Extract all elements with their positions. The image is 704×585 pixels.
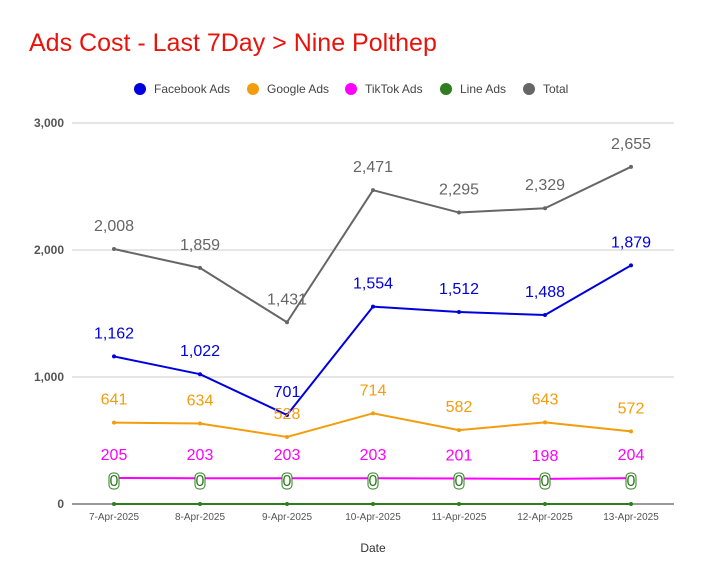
- data-point: [285, 502, 289, 506]
- data-label: 203: [187, 447, 214, 464]
- y-tick-label: 3,000: [34, 116, 64, 130]
- data-label: 0: [541, 473, 550, 490]
- data-point: [112, 354, 116, 359]
- data-point: [198, 372, 202, 377]
- data-point: [457, 428, 461, 433]
- data-point: [285, 412, 289, 417]
- data-label: 714: [360, 382, 387, 399]
- legend-marker: [523, 83, 535, 95]
- data-point: [112, 502, 116, 506]
- data-label-background: [539, 472, 551, 490]
- data-label-background: [194, 472, 206, 490]
- y-tick-label: 0: [57, 497, 64, 511]
- legend-marker: [134, 83, 146, 95]
- legend-label: Line Ads: [460, 82, 506, 96]
- axes: 0 1,000 2,000 3,000 7-Apr-2025 8-Apr-2025 9-Ap…: [34, 116, 659, 555]
- data-point: [629, 263, 633, 268]
- data-point: [112, 420, 116, 425]
- data-label: 0: [627, 473, 636, 490]
- data-point: [198, 421, 202, 426]
- data-label: 2,329: [525, 177, 565, 194]
- data-label: 203: [274, 447, 301, 464]
- x-tick-label: 9-Apr-2025: [262, 512, 312, 523]
- legend: Facebook Ads Google Ads TikTok Ads Line Ads…: [134, 82, 568, 96]
- legend-label: Google Ads: [267, 82, 329, 96]
- data-label: 2,008: [94, 218, 134, 235]
- x-tick-label: 7-Apr-2025: [89, 512, 139, 523]
- data-label: 0: [369, 473, 378, 490]
- data-label: 1,431: [267, 291, 307, 308]
- data-point: [629, 429, 633, 434]
- data-label: 2,471: [353, 159, 393, 176]
- data-label: 572: [618, 400, 645, 417]
- data-point: [371, 502, 375, 506]
- data-label: 205: [101, 447, 128, 464]
- data-point: [112, 246, 116, 251]
- data-label: 528: [274, 406, 301, 423]
- y-tick-label: 1,000: [34, 370, 64, 384]
- data-point: [371, 304, 375, 309]
- data-label: 1,879: [611, 234, 651, 251]
- x-tick-label: 13-Apr-2025: [603, 512, 659, 523]
- data-label: 1,512: [439, 281, 479, 298]
- data-point: [543, 502, 547, 506]
- data-point: [457, 309, 461, 314]
- data-label: 0: [455, 473, 464, 490]
- data-point: [371, 411, 375, 416]
- data-label: 1,162: [94, 325, 134, 342]
- data-point: [371, 188, 375, 193]
- data-label: 2,655: [611, 136, 651, 153]
- data-label-background: [367, 472, 379, 490]
- x-tick-label: 8-Apr-2025: [175, 512, 225, 523]
- data-label: 701: [274, 384, 301, 401]
- data-label: 1,488: [525, 284, 565, 301]
- data-label: 201: [446, 447, 473, 464]
- data-point: [543, 206, 547, 211]
- data-label: 0: [196, 473, 205, 490]
- legend-marker: [345, 83, 357, 95]
- x-axis-title: Date: [360, 541, 386, 555]
- x-tick-label: 11-Apr-2025: [432, 512, 487, 523]
- data-labels: 1,162 1,022 701 1,554 1,512 1,488 1,879 641 634 5…: [94, 136, 651, 490]
- data-label-background: [625, 472, 637, 490]
- x-tick-label: 12-Apr-2025: [517, 512, 573, 523]
- data-label: 203: [360, 447, 387, 464]
- data-point: [457, 502, 461, 506]
- data-point: [543, 420, 547, 425]
- data-label: 204: [618, 447, 645, 464]
- data-label: 0: [110, 473, 119, 490]
- data-label: 582: [446, 399, 473, 416]
- data-label: 1,554: [353, 276, 393, 293]
- data-label: 643: [532, 391, 559, 408]
- data-point: [629, 502, 633, 506]
- y-tick-label: 2,000: [34, 243, 64, 257]
- data-point: [198, 502, 202, 506]
- data-label: 198: [532, 448, 559, 465]
- data-label-background: [281, 472, 293, 490]
- data-point: [629, 164, 633, 169]
- data-point: [198, 265, 202, 270]
- data-label-background: [453, 472, 465, 490]
- legend-marker: [440, 83, 452, 95]
- legend-label: TikTok Ads: [365, 82, 423, 96]
- data-label: 641: [101, 392, 128, 409]
- data-label: 634: [187, 392, 214, 409]
- legend-label: Total: [543, 82, 568, 96]
- series-line-google-ads: [113, 412, 632, 438]
- legend-label: Facebook Ads: [154, 82, 230, 96]
- data-point: [543, 313, 547, 318]
- data-label: 0: [283, 473, 292, 490]
- data-label: 1,022: [180, 343, 220, 360]
- data-label-background: [108, 472, 120, 490]
- chart-title: Ads Cost - Last 7Day > Nine Polthep: [29, 29, 437, 57]
- x-tick-label: 10-Apr-2025: [345, 512, 401, 523]
- data-label: 1,859: [180, 237, 220, 254]
- data-point: [285, 320, 289, 325]
- legend-marker: [247, 83, 259, 95]
- data-point: [285, 434, 289, 439]
- data-label: 2,295: [439, 182, 479, 199]
- data-point: [457, 210, 461, 215]
